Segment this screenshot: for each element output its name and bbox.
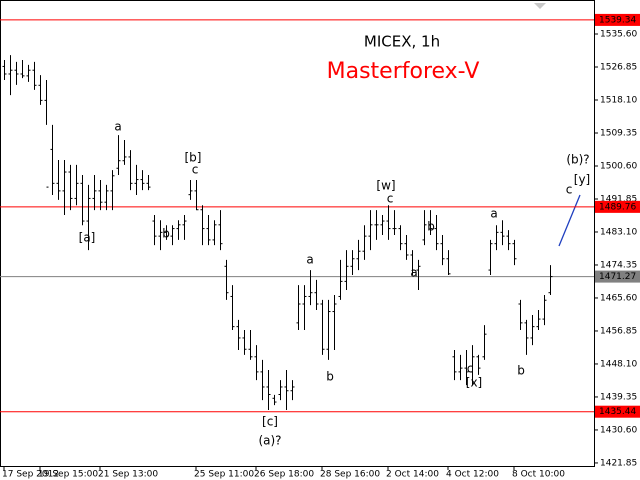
wave-label: [w] [376, 179, 395, 193]
y-tick-label: 1509.35 [600, 128, 637, 138]
wave-label: a [490, 207, 497, 221]
chart-subtitle: Masterforex-V [327, 59, 480, 84]
wave-label: c [467, 362, 474, 376]
y-tick-label: 1456.85 [600, 326, 637, 336]
x-tick-label: 28 Sep 16:00 [320, 470, 380, 480]
x-tick-label: 21 Sep 13:00 [98, 470, 158, 480]
x-tick-label: 25 Sep 11:00 [194, 470, 254, 480]
wave-label: [x] [466, 376, 482, 390]
wave-label: a [306, 253, 313, 267]
y-tick-label: 1500.60 [600, 161, 637, 171]
y-tick-label: 1526.85 [600, 63, 637, 73]
wave-label: (b)? [566, 153, 589, 167]
wave-label: [b] [185, 151, 202, 165]
wave-label: b [162, 227, 170, 241]
plot-frame [0, 0, 595, 467]
y-tick-label: 1483.10 [600, 227, 637, 237]
wave-label: a [114, 120, 121, 134]
wave-label: b [326, 370, 334, 384]
projection-line [558, 194, 581, 247]
wave-label: c [192, 163, 199, 177]
x-tick-label: 26 Sep 18:00 [254, 470, 314, 480]
wave-label: c [387, 192, 394, 206]
wave-label: (a)? [258, 434, 281, 448]
wave-label: [a] [79, 231, 96, 245]
y-tick-label: 1465.60 [600, 293, 637, 303]
level-tag [595, 200, 640, 213]
level-tag [595, 270, 640, 283]
y-tick-label: 1491.85 [600, 194, 637, 204]
level-label: 1435.44 [599, 407, 636, 417]
x-tick-label: 2 Oct 14:00 [386, 470, 439, 480]
level-label: 1489.76 [599, 202, 636, 212]
wave-label: [c] [262, 415, 278, 429]
wave-label: b [427, 220, 435, 234]
y-tick-label: 1430.60 [600, 425, 637, 435]
x-tick-label: 8 Oct 10:00 [512, 470, 565, 480]
level-tag [595, 405, 640, 418]
x-tick-label: 4 Oct 12:00 [446, 470, 499, 480]
wave-label: [y] [574, 173, 590, 187]
y-tick-label: 1474.35 [600, 260, 637, 270]
scroll-marker [534, 3, 546, 9]
y-tick-label: 1518.10 [600, 96, 637, 106]
wave-label: c [566, 183, 573, 197]
chart-title: MICEX, 1h [364, 33, 440, 51]
wave-label: a [410, 266, 417, 280]
wave-label: b [517, 364, 525, 378]
x-tick-label: 17 Sep 2012 [2, 470, 59, 480]
level-label: 1471.27 [599, 272, 636, 282]
y-tick-label: 1535.60 [600, 30, 637, 40]
y-tick-label: 1421.85 [600, 458, 637, 468]
y-tick-label: 1448.10 [600, 359, 637, 369]
level-label: 1539.34 [599, 15, 636, 25]
x-tick-label: 19 Sep 15:00 [38, 470, 98, 480]
y-tick-label: 1439.35 [600, 392, 637, 402]
level-tag [595, 13, 640, 26]
